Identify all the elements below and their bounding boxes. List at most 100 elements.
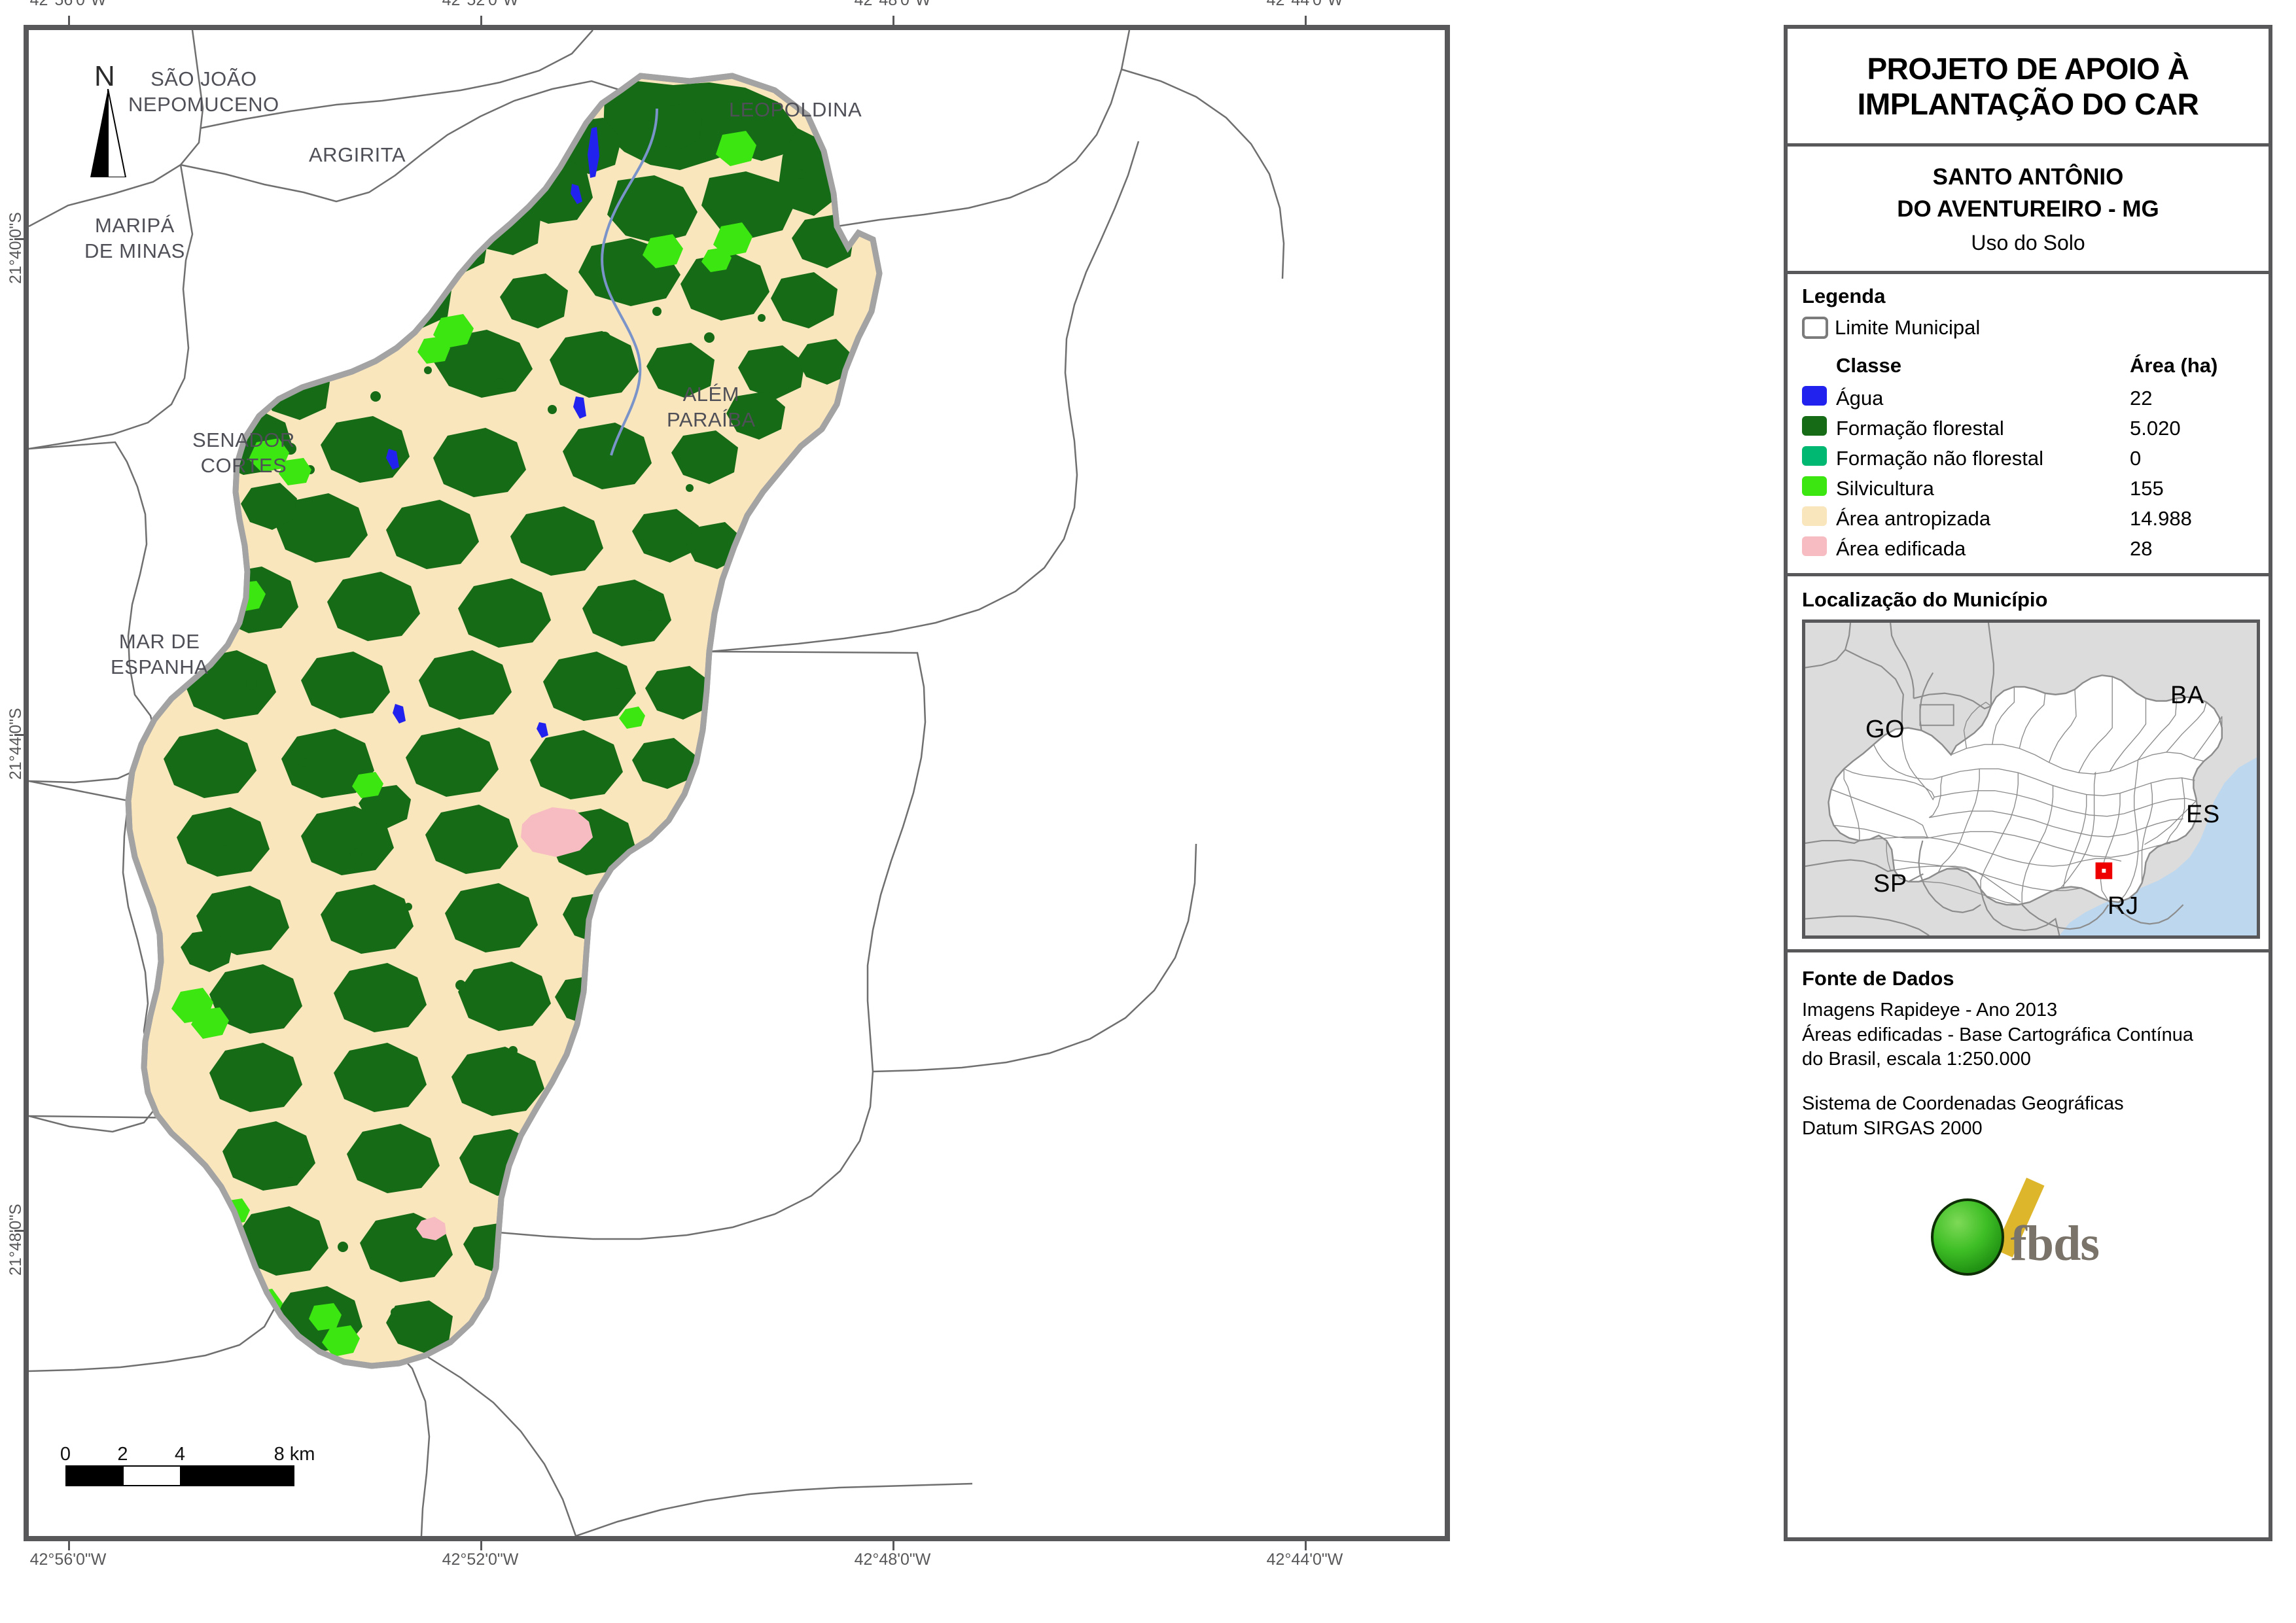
place-label-line: PARAÍBA	[667, 408, 756, 431]
inset-label-rj: RJ	[2108, 892, 2139, 920]
inset-label-ba: BA	[2170, 681, 2204, 709]
class-swatch-cell	[1802, 474, 1836, 504]
class-table-row: Área edificada 28	[1802, 534, 2254, 564]
panel-subtitle-section: SANTO ANTÔNIO DO AVENTUREIRO - MG Uso do…	[1788, 147, 2269, 274]
inset-municipality-mesh	[1831, 676, 2223, 905]
limite-municipal-label: Limite Municipal	[1835, 315, 1981, 339]
source-line: Imagens Rapideye - Ano 2013	[1802, 999, 2058, 1021]
class-label-cell: Área antropizada	[1836, 506, 1991, 530]
place-label-line: ALÉM	[682, 383, 739, 406]
class-table-row: Área antropizada 14.988	[1802, 504, 2254, 534]
north-arrow-glyph	[90, 89, 127, 177]
river-line	[601, 108, 658, 456]
class-table-row: Formação não florestal 0	[1802, 444, 2254, 474]
graticule-tick-left	[14, 734, 29, 736]
scale-bar-segment	[123, 1467, 180, 1485]
place-label-sojoo-nepomuceno: SÃO JOÃO NEPOMUCENO	[128, 67, 279, 118]
place-label-line: CORTES	[200, 453, 287, 477]
location-inset-map[interactable]: GO BA ES SP RJ	[1802, 619, 2260, 939]
class-swatch-cell	[1802, 504, 1836, 534]
source-line: Áreas edificadas - Base Cartográfica Con…	[1802, 1024, 2194, 1045]
main-map-canvas[interactable]: N SÃO JOÃO NEPOMUCENO ARGIRITA LEOPOLDINA MA…	[29, 30, 1445, 1536]
place-label-argirita: ARGIRITA	[309, 143, 406, 168]
graticule-tick-left	[14, 1230, 29, 1232]
coordinate-label-left: 21°44'0"S	[7, 708, 25, 780]
class-swatch-cell	[1802, 383, 1836, 413]
inset-highlight-center	[2102, 869, 2106, 873]
class-table-row: Formação florestal 5.020	[1802, 413, 2254, 444]
coordinate-label-top: 42°44'0"W	[1266, 0, 1343, 9]
graticule-tick-top	[892, 16, 894, 30]
place-label-senador-cortes: SENADOR CORTES	[192, 428, 295, 479]
class-color-swatch	[1802, 536, 1827, 556]
municipality-outline	[125, 73, 883, 1369]
fbds-logo-text: fbds	[2010, 1216, 2100, 1272]
class-area-cell: 28	[2130, 536, 2153, 560]
class-area-cell: 0	[2130, 446, 2142, 470]
class-label-cell: Silvicultura	[1836, 476, 1934, 500]
north-letter: N	[94, 60, 115, 92]
place-label-marde-espanha: MAR DE ESPANHA	[111, 629, 208, 680]
class-table-swatch-header	[1802, 354, 1836, 383]
scale-bar-track	[65, 1465, 294, 1486]
scale-bar-segment	[180, 1467, 293, 1485]
location-inset-section: Localização do Município	[1788, 576, 2269, 952]
map-theme-label: Uso do Solo	[1971, 230, 2085, 254]
inset-small-rect	[1919, 704, 1954, 726]
fbds-logo: fbds	[1927, 1175, 2130, 1276]
place-label-line: LEOPOLDINA	[729, 98, 862, 121]
coordinate-label-bottom: 42°56'0"W	[29, 1550, 107, 1569]
place-label-line: NEPOMUCENO	[128, 92, 279, 116]
class-table-class-header: Classe	[1836, 353, 1901, 377]
class-area-cell: 155	[2130, 476, 2164, 500]
municipality-name-line-1: SANTO ANTÔNIO	[1932, 164, 2124, 190]
legend-section: Legenda Limite Municipal Classe Área (ha…	[1788, 274, 2269, 576]
scale-tick-label: 0	[60, 1444, 71, 1465]
panel-title-section: PROJETO DE APOIO À IMPLANTAÇÃO DO CAR	[1788, 29, 2269, 147]
inset-state-mg	[1828, 674, 2223, 906]
scale-tick-label: 2	[117, 1444, 128, 1465]
class-color-swatch	[1802, 445, 1827, 466]
scale-tick-labels: 0 2 4 8 km	[60, 1443, 315, 1465]
graticule-tick-left	[14, 238, 29, 240]
inset-ocean	[2059, 757, 2257, 935]
class-color-swatch	[1802, 506, 1827, 526]
place-label-line: DE MINAS	[84, 239, 185, 262]
inset-label-sp: SP	[1873, 869, 1907, 898]
landuse-class-table: Classe Área (ha) Água 22 Formação floresta…	[1802, 354, 2254, 564]
place-label-alm-paraba: ALÉM PARAÍBA	[667, 382, 756, 433]
graticule-tick-bottom	[1305, 1536, 1307, 1550]
graticule-tick-bottom	[68, 1536, 70, 1550]
source-line: do Brasil, escala 1:250.000	[1802, 1049, 2031, 1070]
class-area-cell: 22	[2130, 386, 2153, 410]
scale-bar-segment	[67, 1467, 124, 1485]
class-table-body: Água 22 Formação florestal 5.020 Formação nã…	[1802, 383, 2254, 564]
source-spacer	[1802, 1072, 2254, 1092]
class-table-header-row: Classe Área (ha)	[1802, 354, 2254, 383]
inset-label-es: ES	[2186, 800, 2220, 828]
class-label-cell: Formação florestal	[1836, 416, 2004, 440]
class-area-cell: 5.020	[2130, 416, 2181, 440]
built-up-areas	[416, 807, 593, 1240]
limite-municipal-swatch	[1802, 316, 1828, 339]
fbds-logo-ball-icon	[1930, 1198, 2004, 1276]
coordinate-label-top: 42°48'0"W	[854, 0, 931, 9]
graticule-tick-bottom	[892, 1536, 894, 1550]
coordinate-label-left: 21°40'0"S	[7, 212, 25, 284]
source-heading: Fonte de Dados	[1802, 966, 1954, 990]
source-line: Sistema de Coordenadas Geográficas	[1802, 1092, 2124, 1114]
graticule-tick-top	[1305, 16, 1307, 30]
graticule-tick-top	[68, 16, 70, 30]
project-title-line-1: PROJETO DE APOIO À	[1867, 52, 2190, 86]
map-legend-panel: PROJETO DE APOIO À IMPLANTAÇÃO DO CAR SA…	[1784, 25, 2272, 1541]
inset-map-svg	[1805, 622, 2257, 935]
place-label-line: ESPANHA	[111, 655, 209, 678]
class-swatch-cell	[1802, 534, 1836, 564]
graticule-tick-bottom	[480, 1536, 482, 1550]
coordinate-label-top: 42°52'0"W	[442, 0, 519, 9]
place-label-line: MAR DE	[118, 630, 200, 653]
inset-label-go: GO	[1865, 715, 1905, 743]
north-arrow: N	[85, 60, 131, 177]
main-map-frame: N SÃO JOÃO NEPOMUCENO ARGIRITA LEOPOLDINA MA…	[14, 16, 1450, 1550]
